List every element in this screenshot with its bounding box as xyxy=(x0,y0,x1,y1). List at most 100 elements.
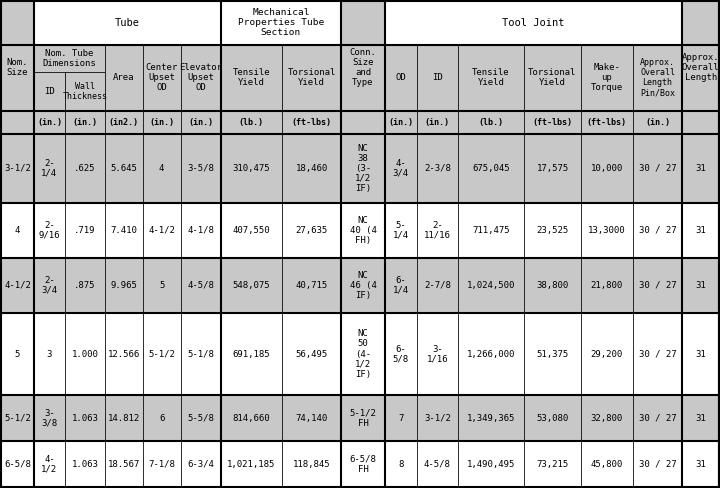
Bar xyxy=(220,134,282,203)
Bar xyxy=(181,203,220,258)
Text: 675,045: 675,045 xyxy=(472,164,510,173)
Text: 5-
1/4: 5- 1/4 xyxy=(392,221,409,240)
Text: 1.000: 1.000 xyxy=(71,349,99,359)
Bar xyxy=(220,111,282,134)
Text: 17,575: 17,575 xyxy=(536,164,569,173)
Bar xyxy=(1,395,34,441)
Text: 23,525: 23,525 xyxy=(536,226,569,235)
Bar xyxy=(34,441,65,487)
Text: 4-1/8: 4-1/8 xyxy=(187,226,214,235)
Text: 5-1/2: 5-1/2 xyxy=(148,349,175,359)
Bar xyxy=(417,313,458,395)
Text: 1.063: 1.063 xyxy=(71,414,99,423)
Text: 711,475: 711,475 xyxy=(472,226,510,235)
Bar xyxy=(34,258,65,313)
Text: 30 / 27: 30 / 27 xyxy=(639,460,676,468)
Text: 45,800: 45,800 xyxy=(590,460,623,468)
Text: NC
46 (4
IF): NC 46 (4 IF) xyxy=(349,271,377,300)
Bar xyxy=(34,44,105,73)
Text: Tool Joint: Tool Joint xyxy=(503,18,565,28)
Bar xyxy=(524,203,581,258)
Text: 7-1/8: 7-1/8 xyxy=(148,460,175,468)
Bar xyxy=(524,134,581,203)
Bar xyxy=(417,258,458,313)
Text: 310,475: 310,475 xyxy=(233,164,270,173)
Bar xyxy=(341,313,384,395)
Text: 4: 4 xyxy=(159,164,164,173)
Bar xyxy=(65,134,105,203)
Text: Wall
Thickness: Wall Thickness xyxy=(63,82,107,102)
Bar xyxy=(341,1,384,134)
Bar xyxy=(458,203,524,258)
Bar xyxy=(220,441,282,487)
Bar xyxy=(384,203,417,258)
Bar xyxy=(384,111,417,134)
Bar xyxy=(683,258,719,313)
Text: 30 / 27: 30 / 27 xyxy=(639,349,676,359)
Bar xyxy=(384,441,417,487)
Text: 31: 31 xyxy=(696,460,706,468)
Bar xyxy=(683,134,719,203)
Text: (lb.): (lb.) xyxy=(239,118,264,127)
Text: 1,490,495: 1,490,495 xyxy=(467,460,516,468)
Text: 6-5/8
FH: 6-5/8 FH xyxy=(349,454,377,473)
Text: 74,140: 74,140 xyxy=(295,414,328,423)
Bar xyxy=(341,395,384,441)
Text: 118,845: 118,845 xyxy=(293,460,330,468)
Bar xyxy=(384,44,417,111)
Text: Nom. Tube
Dimensions: Nom. Tube Dimensions xyxy=(42,49,96,68)
Text: 73,215: 73,215 xyxy=(536,460,569,468)
Text: 3-5/8: 3-5/8 xyxy=(187,164,214,173)
Bar xyxy=(34,73,65,111)
Text: 31: 31 xyxy=(696,414,706,423)
Text: .875: .875 xyxy=(74,281,96,290)
Bar xyxy=(105,111,143,134)
Text: 1,349,365: 1,349,365 xyxy=(467,414,516,423)
Text: 14.812: 14.812 xyxy=(108,414,140,423)
Text: Torsional
Yield: Torsional Yield xyxy=(287,68,336,87)
Bar xyxy=(384,258,417,313)
Bar xyxy=(633,111,683,134)
Bar xyxy=(581,258,633,313)
Text: Approx.
Overall
Length
Pin/Box: Approx. Overall Length Pin/Box xyxy=(640,58,675,98)
Text: 7: 7 xyxy=(398,414,403,423)
Bar xyxy=(282,134,341,203)
Bar xyxy=(1,203,34,258)
Bar xyxy=(581,44,633,111)
Bar xyxy=(34,1,220,44)
Bar xyxy=(581,111,633,134)
Text: 3: 3 xyxy=(47,349,52,359)
Bar xyxy=(143,111,181,134)
Bar xyxy=(181,111,220,134)
Text: NC
40 (4
FH): NC 40 (4 FH) xyxy=(349,216,377,245)
Bar xyxy=(105,44,143,111)
Text: 2-7/8: 2-7/8 xyxy=(424,281,451,290)
Bar xyxy=(581,313,633,395)
Text: (ft-lbs): (ft-lbs) xyxy=(292,118,332,127)
Text: 18.567: 18.567 xyxy=(108,460,140,468)
Text: OD: OD xyxy=(395,73,406,82)
Bar xyxy=(384,1,683,44)
Bar xyxy=(65,395,105,441)
Text: 21,800: 21,800 xyxy=(590,281,623,290)
Bar xyxy=(282,111,341,134)
Bar xyxy=(417,395,458,441)
Bar xyxy=(282,313,341,395)
Bar xyxy=(220,203,282,258)
Bar xyxy=(105,258,143,313)
Bar xyxy=(65,441,105,487)
Text: 5-5/8: 5-5/8 xyxy=(187,414,214,423)
Text: 8: 8 xyxy=(398,460,403,468)
Text: 1.063: 1.063 xyxy=(71,460,99,468)
Text: 5-1/8: 5-1/8 xyxy=(187,349,214,359)
Bar xyxy=(220,1,341,44)
Bar xyxy=(220,258,282,313)
Text: 10,000: 10,000 xyxy=(590,164,623,173)
Bar xyxy=(65,313,105,395)
Text: 3-1/2: 3-1/2 xyxy=(4,164,31,173)
Text: 3-
1/16: 3- 1/16 xyxy=(427,345,448,364)
Bar xyxy=(34,395,65,441)
Text: 2-
11/16: 2- 11/16 xyxy=(424,221,451,240)
Text: 6-
5/8: 6- 5/8 xyxy=(392,345,409,364)
Bar xyxy=(65,258,105,313)
